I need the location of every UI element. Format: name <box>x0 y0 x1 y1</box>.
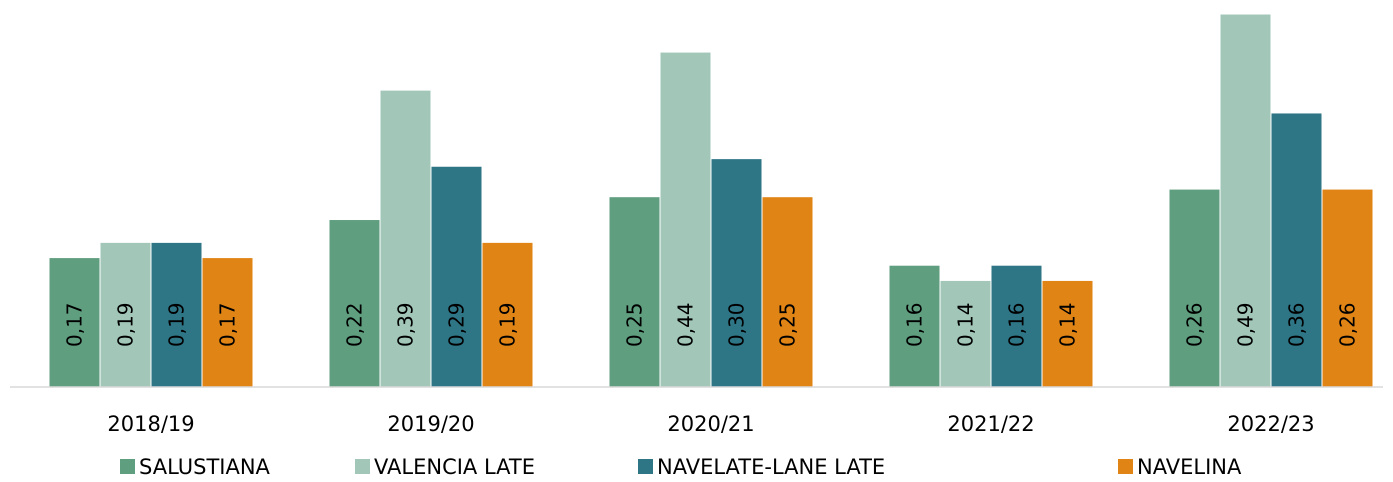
bar-navelina-2022-23 <box>1321 188 1374 388</box>
legend-swatch <box>120 459 135 474</box>
data-label: 0,49 <box>1234 302 1258 347</box>
legend-label: NAVELATE-LANE LATE <box>657 455 885 479</box>
bar-navelate-lane-late-2020-21 <box>710 158 763 388</box>
data-label: 0,16 <box>1005 302 1029 347</box>
legend-label: SALUSTIANA <box>139 455 271 479</box>
data-label: 0,16 <box>903 302 927 347</box>
data-label: 0,44 <box>674 302 698 347</box>
x-tick-label: 2018/19 <box>107 412 194 436</box>
x-tick-label: 2019/20 <box>387 412 474 436</box>
legend: SALUSTIANA VALENCIA LATE NAVELATE-LANE LAT… <box>120 455 1242 479</box>
legend-swatch <box>638 459 653 474</box>
data-label: 0,14 <box>1056 302 1080 347</box>
bar-navelina-2018-19 <box>201 257 254 388</box>
data-label: 0,22 <box>343 302 367 347</box>
data-label: 0,39 <box>394 302 418 347</box>
bar-valencia-late-2020-21 <box>659 51 712 388</box>
x-tick-label: 2022/23 <box>1227 412 1314 436</box>
data-label: 0,29 <box>445 302 469 347</box>
data-label: 0,17 <box>216 302 240 347</box>
data-label: 0,36 <box>1285 302 1309 347</box>
data-label: 0,30 <box>725 302 749 347</box>
data-label: 0,25 <box>623 302 647 347</box>
legend-swatch <box>355 459 370 474</box>
data-label: 0,25 <box>776 302 800 347</box>
bar-navelate-lane-late-2019-20 <box>430 165 483 388</box>
legend-label: NAVELINA <box>1137 455 1242 479</box>
bar-navelina-2020-21 <box>761 196 814 388</box>
bar-navelina-2021-22 <box>1041 279 1094 388</box>
bar-navelate-lane-late-2022-23 <box>1270 112 1323 388</box>
bar-salustiana-2022-23 <box>1168 188 1221 388</box>
x-tick-label: 2021/22 <box>947 412 1034 436</box>
bar-valencia-late-2019-20 <box>379 89 432 388</box>
bars-layer <box>48 13 1374 388</box>
data-label: 0,14 <box>954 302 978 347</box>
data-label: 0,19 <box>114 302 138 347</box>
bar-valencia-late-2018-19 <box>99 241 152 388</box>
bar-navelate-lane-late-2018-19 <box>150 241 203 388</box>
data-label: 0,19 <box>165 302 189 347</box>
x-tick-labels: 2018/19 2019/20 2020/21 2021/22 2022/23 <box>107 412 1314 436</box>
legend-label: VALENCIA LATE <box>374 455 535 479</box>
data-label: 0,19 <box>496 302 520 347</box>
bar-salustiana-2020-21 <box>608 196 661 388</box>
data-label: 0,26 <box>1183 302 1207 347</box>
bar-valencia-late-2022-23 <box>1219 13 1272 388</box>
data-labels-layer: 0,17 0,19 0,19 0,17 0,22 0,39 0,29 0,19 0,25 0,44… <box>63 302 1360 347</box>
bar-valencia-late-2021-22 <box>939 279 992 388</box>
data-label: 0,26 <box>1336 302 1360 347</box>
legend-swatch <box>1118 459 1133 474</box>
data-label: 0,17 <box>63 302 87 347</box>
bar-salustiana-2019-20 <box>328 219 381 388</box>
x-tick-label: 2020/21 <box>667 412 754 436</box>
bar-salustiana-2018-19 <box>48 257 101 388</box>
